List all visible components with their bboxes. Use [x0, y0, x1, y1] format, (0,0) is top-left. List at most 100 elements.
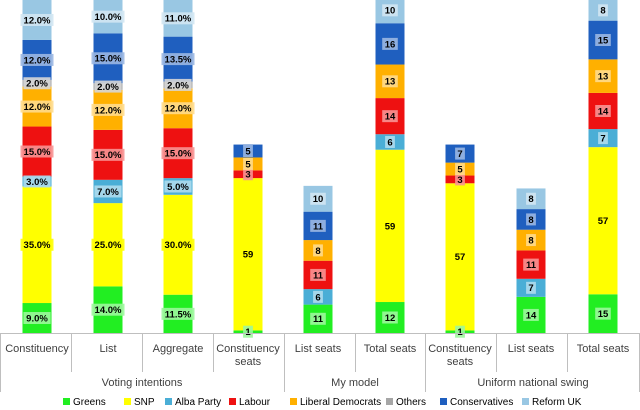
legend-label-alba-party: Alba Party [175, 397, 221, 408]
bar-2-others-data-label-background [94, 80, 122, 93]
bar-6-greens-data-label: 12 [385, 313, 396, 324]
bar-9-liberal-democrats-data-label: 13 [598, 72, 609, 83]
bar-3-liberal-democrats-data-label-background [161, 102, 195, 115]
bar-6-greens-data-label-group: 12 [382, 311, 398, 324]
bar-6-liberal-democrats-data-label: 13 [385, 77, 396, 88]
category-label-9: Total seats [577, 343, 630, 355]
bar-9-labour-data-label: 14 [598, 106, 609, 117]
bar-1-snp-data-label-group: 35.0% [20, 238, 54, 251]
bar-1-reform-uk-data-label: 12.0% [24, 15, 51, 26]
category-label-4-line-1: Constituency [216, 343, 280, 355]
bar-9-reform-uk-data-label-background [598, 4, 608, 17]
bar-2-reform-uk-data-label-group: 10.0% [91, 10, 125, 23]
bar-3-liberal-democrats-data-label: 12.0% [165, 104, 192, 115]
bar-1-greens-data-label-group: 9.0% [23, 312, 51, 325]
bar-4-snp-data-label-group: 59 [240, 248, 256, 261]
bar-6-reform-uk-data-label-background [382, 4, 398, 17]
bar-1-labour-data-label: 15.0% [24, 147, 51, 158]
bar-6-liberal-democrats-data-label-background [382, 75, 398, 88]
category-label-2: List [99, 343, 116, 355]
bar-6-reform-uk-data-label: 10 [385, 6, 396, 17]
bar-5-conservatives-data-label: 11 [313, 221, 324, 232]
bar-9-snp-data-label-group: 57 [595, 214, 611, 227]
bar-8-alba-party-data-label-background [526, 281, 536, 294]
bar-2-snp-data-label: 25.0% [95, 240, 122, 251]
bar-3-labour-data-label: 15.0% [165, 149, 192, 160]
bar-3-alba-party-data-label-group: 5.0% [164, 180, 192, 193]
bar-7-liberal-democrats-data-label-background [455, 163, 465, 176]
category-label-7-line-2: seats [447, 356, 474, 368]
bar-9-alba-party-data-label: 7 [600, 134, 605, 145]
category-label-4-line-2: seats [235, 356, 262, 368]
category-label-3: Aggregate [153, 343, 204, 355]
bar-7-labour-data-label-background [455, 173, 465, 186]
bar-5-labour-data-label-group: 11 [310, 268, 326, 281]
bar-4-conservatives-data-label: 5 [245, 146, 251, 157]
bar-3-greens-data-label: 11.5% [165, 309, 192, 320]
bar-3-labour-data-label-background [161, 147, 195, 160]
bar-1-liberal-democrats-data-label: 12.0% [24, 102, 51, 113]
bar-1-greens-data-label-background [23, 312, 51, 325]
bar-2-alba-party-data-label-background [94, 185, 122, 198]
legend-swatch-others [386, 398, 393, 405]
bar-2-greens-data-label-background [91, 303, 125, 316]
bar-9-snp-data-label: 57 [598, 216, 609, 227]
bar-2-greens-data-label-group: 14.0% [91, 303, 125, 316]
bar-6-snp-data-label: 59 [385, 221, 396, 232]
bar-4-liberal-democrats-data-label: 5 [245, 159, 251, 170]
bar-8-reform-uk-data-label-background [526, 192, 536, 205]
bar-9-conservatives-data-label-group: 15 [595, 34, 611, 46]
bar-4-liberal-democrats-data-label-group: 5 [243, 157, 253, 170]
bar-9-labour-data-label-group: 14 [595, 105, 611, 117]
bar-6-labour-data-label-group: 14 [382, 110, 398, 123]
bar-1-alba-party-data-label: 3.0% [26, 177, 48, 188]
bar-7-conservatives-data-label: 7 [457, 149, 462, 160]
bar-5-greens-data-label-background [310, 312, 326, 325]
bar-7-greens-data-label-background [455, 325, 465, 338]
bar-8-greens-data-label-background [523, 308, 539, 321]
bar-4-labour-data-label-group: 3 [243, 168, 253, 181]
legend-label-greens: Greens [73, 397, 106, 408]
bar-7-snp-data-label: 57 [455, 252, 466, 263]
bar-1-liberal-democrats-data-label-background [20, 100, 54, 113]
bar-1-liberal-democrats-data-label-group: 12.0% [20, 100, 54, 113]
bar-7-conservatives-data-label-background [455, 147, 465, 160]
bar-6-alba-party-data-label: 6 [387, 137, 392, 148]
bar-7-liberal-democrats-data-label: 5 [457, 164, 463, 175]
bar-5-liberal-democrats-data-label-group: 8 [313, 244, 323, 257]
legend-label-liberal-democrats: Liberal Democrats [300, 397, 381, 408]
bar-1-conservatives-data-label-background [20, 53, 54, 66]
bar-2-reform-uk-data-label-background [91, 10, 125, 23]
bar-3-reform-uk-data-label-group: 11.0% [161, 12, 195, 25]
bar-5-alba-party-data-label-background [313, 290, 323, 303]
bar-2-conservatives-data-label: 15.0% [95, 54, 122, 65]
bar-1-snp-data-label: 35.0% [24, 240, 51, 251]
bar-7-labour-data-label: 3 [457, 175, 462, 186]
bar-8-labour-data-label: 11 [526, 260, 537, 271]
data-labels-layer: 9.0%35.0%3.0%15.0%12.0%2.0%12.0%12.0%14.… [20, 4, 611, 338]
bar-5-alba-party-data-label: 6 [315, 292, 320, 303]
bar-1-others-data-label-background [23, 77, 51, 90]
bar-2-conservatives-data-label-group: 15.0% [91, 52, 125, 65]
bar-9-reform-uk-data-label-group: 8 [598, 4, 608, 17]
bar-2-labour-data-label-group: 15.0% [91, 148, 125, 161]
bar-4-labour-data-label: 3 [245, 170, 250, 181]
legend-label-others: Others [396, 397, 426, 408]
bar-4-greens-data-label: 1 [245, 327, 251, 338]
bar-1-reform-uk-data-label-background [20, 13, 54, 26]
legend-swatch-labour [229, 398, 236, 405]
bar-9-liberal-democrats-data-label-background [595, 70, 611, 83]
bar-8-alba-party-data-label: 7 [528, 283, 533, 294]
bar-5-greens-data-label: 11 [313, 314, 324, 325]
bar-2-others-data-label: 2.0% [97, 82, 119, 93]
bar-4-snp-data-label: 59 [243, 250, 254, 261]
group-label-voting-intentions: Voting intentions [102, 377, 183, 389]
legend-swatch-liberal-democrats [290, 398, 297, 405]
bar-7-snp-data-label-group: 57 [452, 250, 468, 263]
bar-5-reform-uk-data-label: 10 [313, 194, 324, 205]
bar-1-labour-data-label-group: 15.0% [20, 145, 54, 158]
bar-2-others-data-label-group: 2.0% [94, 80, 122, 93]
bar-9-conservatives-data-label: 15 [598, 35, 609, 46]
legend-swatch-reform-uk [522, 398, 529, 405]
bar-3-conservatives-data-label-group: 13.5% [161, 53, 195, 66]
